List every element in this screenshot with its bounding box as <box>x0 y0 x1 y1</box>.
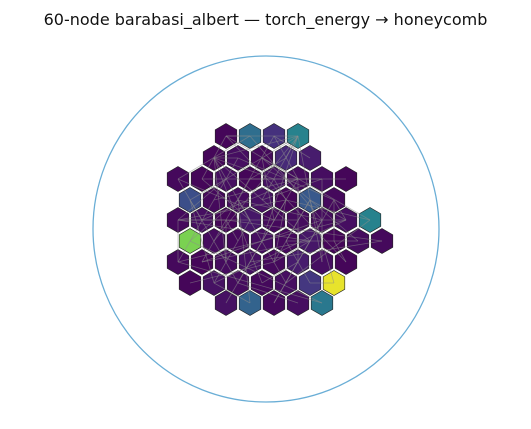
graph-edge <box>177 178 275 221</box>
edge-layer <box>177 135 383 304</box>
graph-edge <box>201 178 299 221</box>
graph-edge <box>309 199 335 284</box>
graph-edge <box>249 157 287 180</box>
graph-edge <box>225 219 383 242</box>
graph-edge <box>177 178 227 221</box>
graph-edge <box>261 135 299 159</box>
graph-edge <box>213 157 263 284</box>
graph-edge <box>333 240 347 263</box>
graph-edge <box>177 178 239 284</box>
graph-edge <box>273 135 311 159</box>
graph-edge <box>261 261 299 284</box>
graph-edge <box>261 157 275 221</box>
graph-edge <box>273 199 335 304</box>
graph-edge <box>189 240 323 304</box>
graph-edge <box>177 261 323 304</box>
graph-edge <box>261 157 371 221</box>
graph-edge <box>297 135 323 263</box>
graph-edge <box>189 199 239 242</box>
graph-edge <box>201 135 227 180</box>
graph-edge <box>225 199 287 304</box>
graph-edge <box>213 157 251 221</box>
graph-edge <box>213 178 299 201</box>
graph-edge <box>213 135 299 159</box>
graph-edge <box>309 199 359 242</box>
graph-edge <box>273 199 287 263</box>
graph-edge <box>225 219 239 242</box>
graph-edge <box>333 199 347 221</box>
graph-edge <box>237 199 251 304</box>
graph-edge <box>249 240 383 263</box>
chart-title: 60-node barabasi_albert — torch_energy →… <box>43 10 488 29</box>
graph-edge <box>213 219 347 284</box>
graph-edge <box>225 157 239 180</box>
graph-edge <box>261 135 299 242</box>
graph-edge <box>285 219 371 284</box>
boundary-circle <box>92 55 440 403</box>
graph-edge <box>213 157 227 263</box>
graph-edge <box>237 282 299 304</box>
graph-edge <box>189 199 215 284</box>
graph-edge <box>237 178 251 201</box>
graph-edge <box>213 282 251 304</box>
